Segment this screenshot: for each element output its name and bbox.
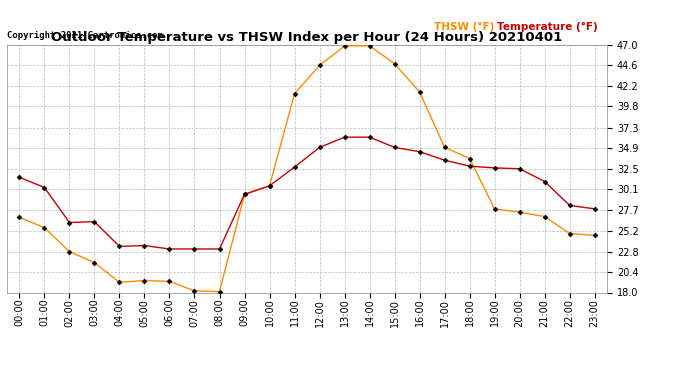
THSW (°F) [266, 184, 274, 188]
THSW (°F) [40, 225, 48, 230]
THSW (°F) [190, 288, 199, 293]
THSW (°F) [591, 233, 599, 238]
Temperature (°F) [266, 184, 274, 188]
Temperature (°F) [491, 166, 499, 170]
THSW (°F) [166, 279, 174, 284]
THSW (°F) [240, 192, 248, 196]
Temperature (°F) [140, 243, 148, 248]
Temperature (°F) [166, 247, 174, 251]
Temperature (°F) [366, 135, 374, 140]
THSW (°F) [90, 260, 99, 265]
THSW (°F) [391, 62, 399, 66]
THSW (°F) [66, 249, 74, 254]
THSW (°F) [491, 207, 499, 211]
Temperature (°F) [290, 165, 299, 169]
THSW (°F) [440, 145, 449, 150]
Temperature (°F) [240, 192, 248, 196]
Temperature (°F) [466, 164, 474, 168]
THSW (°F) [140, 278, 148, 283]
Temperature (°F) [40, 185, 48, 190]
THSW (°F) [515, 210, 524, 214]
Temperature (°F) [591, 207, 599, 211]
Temperature (°F) [90, 219, 99, 224]
THSW (°F) [290, 92, 299, 96]
Line: Temperature (°F): Temperature (°F) [18, 135, 596, 251]
THSW (°F) [215, 290, 224, 294]
Temperature (°F) [115, 244, 124, 249]
Temperature (°F) [215, 247, 224, 251]
Title: Outdoor Temperature vs THSW Index per Hour (24 Hours) 20210401: Outdoor Temperature vs THSW Index per Ho… [52, 31, 562, 44]
THSW (°F) [315, 63, 324, 68]
THSW (°F) [540, 214, 549, 219]
Legend: THSW (°F), Temperature (°F): THSW (°F), Temperature (°F) [429, 18, 602, 36]
THSW (°F) [415, 90, 424, 94]
Temperature (°F) [15, 175, 23, 180]
Temperature (°F) [340, 135, 348, 140]
THSW (°F) [340, 44, 348, 48]
Line: THSW (°F): THSW (°F) [18, 44, 596, 293]
Temperature (°F) [315, 145, 324, 150]
Temperature (°F) [66, 220, 74, 225]
THSW (°F) [566, 231, 574, 236]
Temperature (°F) [515, 166, 524, 171]
Temperature (°F) [190, 247, 199, 251]
Temperature (°F) [566, 203, 574, 208]
Text: Copyright 2021 Cartronics.com: Copyright 2021 Cartronics.com [7, 31, 163, 40]
Temperature (°F) [540, 179, 549, 184]
THSW (°F) [366, 44, 374, 48]
Temperature (°F) [440, 158, 449, 162]
THSW (°F) [15, 215, 23, 220]
Temperature (°F) [415, 149, 424, 154]
Temperature (°F) [391, 145, 399, 150]
THSW (°F) [466, 156, 474, 161]
THSW (°F) [115, 280, 124, 285]
